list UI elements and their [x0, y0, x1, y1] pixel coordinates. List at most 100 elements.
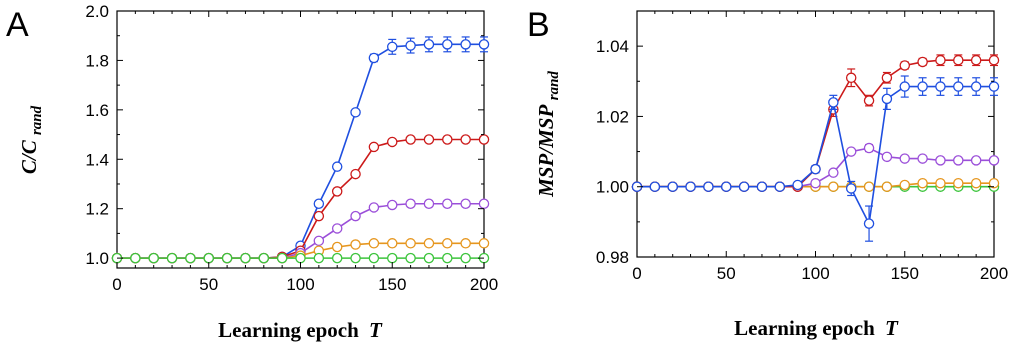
panel-b-series-4-point: [792, 179, 803, 191]
panel-b-series-2-point: [988, 155, 1000, 166]
panel-b-series-3-point: [917, 56, 928, 68]
panel-a-series-3-point: [460, 238, 471, 249]
panel-a-series-1-point: [405, 134, 416, 145]
panel-b-series-2-point: [970, 155, 982, 166]
panel-a-series-3-point: [405, 238, 416, 249]
panel-b-series-4-point: [917, 81, 928, 92]
panel-b-series-4-point: [988, 81, 1000, 92]
panel-b-series-3-point: [935, 54, 946, 66]
panel-b-series-4-line: [637, 85, 994, 227]
panel-a-series-4-point: [203, 252, 214, 264]
panel-a-series-4-point: [331, 252, 343, 264]
panel-b-series-3-point: [881, 72, 893, 84]
panel-a-y-axis-label: C/C: [17, 139, 41, 174]
panel-a-x-tick-label: 50: [199, 275, 218, 294]
panel-b-series-4-point: [828, 97, 839, 108]
panel-a-series-1-point: [442, 134, 453, 145]
panel-b-y-axis-title: MSP/MSP rand: [534, 71, 562, 198]
panel-a-series-4-point: [460, 252, 471, 264]
panel-b-series-2-point: [899, 153, 911, 164]
panel-b-series-4-point: [774, 181, 786, 192]
panel-a-series-3-point: [386, 238, 398, 249]
panel-a-series-0-point: [313, 198, 325, 209]
panel-b-series-2-point: [810, 177, 821, 189]
panel-a-marks: [111, 36, 490, 264]
panel-b-series-2-point: [935, 155, 946, 166]
panel-b-series-4-point: [649, 181, 661, 192]
panel-b-series-4-point: [845, 183, 857, 194]
panel-a-y-tick-label: 1.6: [85, 101, 109, 120]
panel-b-x-axis-title: Learning epoch T: [734, 316, 899, 340]
panel-a-series-4-point: [258, 252, 270, 264]
panel-a-y-axis-title: C/C rand: [17, 105, 45, 174]
panel-a-series-4-point: [350, 252, 361, 264]
panel-a-series-1-point: [313, 210, 325, 222]
panel-a-x-tick-label: 200: [470, 275, 498, 294]
panel-b-ticks: 0 50 100 150 200 0.98 1.00 1.02 1.04: [596, 10, 1008, 283]
panel-a-series-2-point: [350, 210, 361, 222]
panel-b-series-4-point: [756, 181, 768, 192]
panel-a: A 0 50 100 150 200 1.0 1.2 1.4 1.6 1.8 2.0 Learnin…: [6, 2, 498, 342]
panel-a-series-1-point: [331, 186, 343, 197]
panel-b-y-tick-label: 1.02: [596, 107, 629, 126]
panel-a-series-4-point: [313, 252, 325, 264]
panel-a-series-0-point: [405, 40, 416, 51]
panel-b-y-axis-subscript: rand: [546, 71, 562, 101]
panel-b-series-4-point: [863, 218, 875, 229]
panel-a-series-3-point: [368, 238, 380, 249]
panel-b-series-1-point: [863, 181, 875, 192]
panel-a-series-4-point: [185, 252, 196, 264]
panel-b-series-2-point: [917, 153, 928, 164]
panel-a-series-3-point: [350, 239, 361, 250]
panel-a-series-0-point: [386, 41, 398, 53]
panel-b-series-4-point: [953, 81, 964, 92]
panel-b-plot-frame: [636, 10, 995, 258]
panel-a-series-4-point: [240, 252, 251, 264]
panel-a-series-2-point: [313, 235, 325, 247]
panel-b-series-4-point: [667, 181, 678, 192]
panel-a-series-1-point: [350, 168, 361, 180]
panel-b-x-tick-label: 200: [980, 264, 1008, 283]
panel-b-y-tick-label: 1.00: [596, 178, 629, 197]
panel-a-series-1-point: [460, 134, 471, 145]
panel-a-series-4-point: [295, 252, 306, 264]
panel-b-series-4-point: [970, 81, 982, 92]
panel-b-series-3-point: [899, 60, 911, 71]
panel-a-series-2-point: [423, 198, 435, 209]
panel-a-x-axis-label: Learning epoch: [218, 318, 359, 342]
panel-a-series-2-point: [460, 198, 471, 209]
panel-b-series-4-point: [685, 181, 696, 192]
panel-a-series-1-point: [386, 136, 398, 148]
panel-b-series-1-point: [899, 179, 911, 191]
panel-a-y-tick-label: 1.2: [85, 200, 109, 219]
panel-b-series-1-point: [881, 181, 893, 192]
panel-a-series-0-line: [117, 43, 484, 259]
panel-b-series-3-point: [970, 54, 982, 66]
panel-b-letter: B: [527, 6, 550, 44]
panel-a-series-4-point: [166, 252, 178, 264]
panel-b-series-4-point: [881, 93, 893, 105]
panel-b-series-4-point: [738, 181, 750, 192]
panel-b-x-tick-label: 50: [717, 264, 736, 283]
panel-a-series-4-point: [386, 252, 398, 264]
panel-b-series-1-point: [970, 177, 982, 189]
panel-a-series-2-point: [405, 198, 416, 209]
panel-b-x-axis-label: Learning epoch: [734, 316, 875, 340]
panel-b: B 0 50 100 150 200 0.98 1.00 1.02 1.04 Learning …: [527, 6, 1008, 340]
panel-a-series-0-point: [460, 39, 471, 50]
panel-b-series-3-point: [845, 72, 857, 84]
panel-a-ticks: 0 50 100 150 200 1.0 1.2 1.4 1.6 1.8 2.0: [85, 2, 498, 294]
panel-b-x-tick-label: 100: [801, 264, 829, 283]
panel-a-x-axis-variable: T: [369, 318, 383, 342]
panel-a-series-2-point: [368, 202, 380, 213]
panel-a-series-3-point: [423, 238, 435, 249]
panel-b-series-3-point: [863, 95, 875, 106]
panel-a-series-3-point: [331, 241, 343, 253]
panel-b-y-tick-label: 1.04: [596, 37, 629, 56]
panel-b-series-2-point: [828, 167, 839, 178]
panel-b-x-tick-label: 150: [891, 264, 919, 283]
panel-b-series-1-point: [953, 177, 964, 189]
panel-a-series-1-point: [423, 134, 435, 145]
panel-a-y-tick-label: 2.0: [85, 2, 109, 21]
panel-a-y-tick-label: 1.4: [85, 150, 109, 169]
